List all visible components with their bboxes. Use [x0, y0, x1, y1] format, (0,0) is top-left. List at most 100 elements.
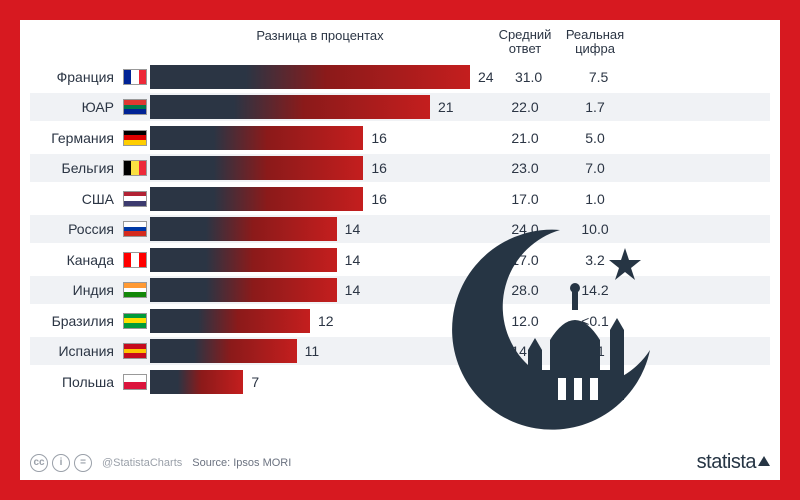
cc-icon: cc	[30, 454, 48, 472]
bar-cell: 21	[150, 95, 490, 119]
bar-value: 16	[371, 130, 387, 146]
avg-cell: 31.0	[494, 69, 564, 85]
rows-container: Франция2431.07.5 ЮАР 21 22.01.7 Германия 16 21…	[30, 63, 770, 396]
avg-cell: 23.0	[490, 160, 560, 176]
table-row: Германия 16 21.05.0	[30, 124, 770, 152]
country-label: Россия	[30, 221, 120, 237]
country-label: ЮАР	[30, 99, 120, 115]
real-cell: 3.2	[560, 252, 630, 268]
real-cell: 1.0	[560, 191, 630, 207]
bar	[150, 309, 310, 333]
avg-cell: 17.0	[490, 191, 560, 207]
bar-value: 7	[251, 374, 259, 390]
bar	[150, 156, 363, 180]
chart-panel: Разница в процентах Средний ответ Реальн…	[20, 20, 780, 480]
cc-license-icons: cc i =	[30, 454, 92, 472]
real-cell: <0.1	[560, 374, 630, 390]
bar-value: 11	[305, 343, 320, 359]
real-cell: 7.0	[560, 160, 630, 176]
country-label: Бразилия	[30, 313, 120, 329]
bar-value: 24	[478, 69, 494, 85]
header-bar: Разница в процентах	[30, 28, 490, 57]
flag-icon	[120, 282, 150, 298]
real-cell: 14.2	[560, 282, 630, 298]
avg-cell: 21.0	[490, 130, 560, 146]
country-label: Испания	[30, 343, 120, 359]
real-cell: 5.0	[560, 130, 630, 146]
bar	[150, 278, 337, 302]
bar	[150, 370, 243, 394]
flag-icon	[120, 191, 150, 207]
footer-left: cc i = @StatistaCharts Source: Ipsos MOR…	[30, 454, 291, 472]
bar-value: 14	[345, 221, 361, 237]
bar-value: 12	[318, 313, 334, 329]
avg-cell: 7.0	[490, 374, 560, 390]
bar-cell: 11	[150, 339, 490, 363]
bar-cell: 24	[150, 65, 494, 89]
statista-logo: statista	[697, 451, 770, 474]
flag-icon	[120, 160, 150, 176]
by-icon: i	[52, 454, 70, 472]
footer: cc i = @StatistaCharts Source: Ipsos MOR…	[30, 451, 770, 474]
table-row: Бразилия 12 12.0<0.1	[30, 307, 770, 335]
real-cell: 10.0	[560, 221, 630, 237]
table-row: Польша 7 7.0<0.1	[30, 368, 770, 396]
bar	[150, 65, 470, 89]
country-label: Бельгия	[30, 160, 120, 176]
bar-value: 16	[371, 191, 387, 207]
bar	[150, 217, 337, 241]
bar	[150, 248, 337, 272]
table-row: Бельгия 16 23.07.0	[30, 154, 770, 182]
avg-cell: 14.0	[490, 343, 560, 359]
chart-area: Разница в процентах Средний ответ Реальн…	[20, 20, 780, 396]
bar-cell: 16	[150, 126, 490, 150]
header-avg: Средний ответ	[490, 28, 560, 57]
country-label: Индия	[30, 282, 120, 298]
real-cell: <0.1	[560, 313, 630, 329]
bar-cell: 16	[150, 156, 490, 180]
bar	[150, 187, 363, 211]
table-row: США 16 17.01.0	[30, 185, 770, 213]
table-row: Испания1114.02.1	[30, 337, 770, 365]
real-cell: 7.5	[564, 69, 634, 85]
country-label: Германия	[30, 130, 120, 146]
table-row: Франция2431.07.5	[30, 63, 770, 91]
bar-cell: 14	[150, 248, 490, 272]
flag-icon	[120, 69, 150, 85]
flag-icon	[120, 221, 150, 237]
bar-value: 14	[345, 282, 361, 298]
bar	[150, 126, 363, 150]
flag-icon	[120, 343, 150, 359]
real-cell: 1.7	[560, 99, 630, 115]
column-headers: Разница в процентах Средний ответ Реальн…	[30, 28, 770, 57]
bar-cell: 7	[150, 370, 490, 394]
avg-cell: 24.0	[490, 221, 560, 237]
avg-cell: 22.0	[490, 99, 560, 115]
country-label: Канада	[30, 252, 120, 268]
table-row: ЮАР 21 22.01.7	[30, 93, 770, 121]
footer-handle: @StatistaCharts	[102, 457, 182, 469]
avg-cell: 12.0	[490, 313, 560, 329]
bar	[150, 339, 297, 363]
flag-icon	[120, 130, 150, 146]
table-row: Канада 14 17.03.2	[30, 246, 770, 274]
outer-frame: Разница в процентах Средний ответ Реальн…	[0, 0, 800, 500]
bar-cell: 16	[150, 187, 490, 211]
nd-icon: =	[74, 454, 92, 472]
country-label: США	[30, 191, 120, 207]
table-row: Россия 14 24.010.0	[30, 215, 770, 243]
bar-value: 16	[371, 160, 387, 176]
flag-icon	[120, 313, 150, 329]
footer-source: Source: Ipsos MORI	[192, 457, 291, 469]
table-row: Индия 14 28.014.2	[30, 276, 770, 304]
bar-value: 14	[345, 252, 361, 268]
flag-icon	[120, 374, 150, 390]
header-real: Реальная цифра	[560, 28, 630, 57]
flag-icon	[120, 99, 150, 115]
avg-cell: 17.0	[490, 252, 560, 268]
country-label: Польша	[30, 374, 120, 390]
bar-cell: 14	[150, 278, 490, 302]
bar-value: 21	[438, 99, 454, 115]
bar	[150, 95, 430, 119]
avg-cell: 28.0	[490, 282, 560, 298]
